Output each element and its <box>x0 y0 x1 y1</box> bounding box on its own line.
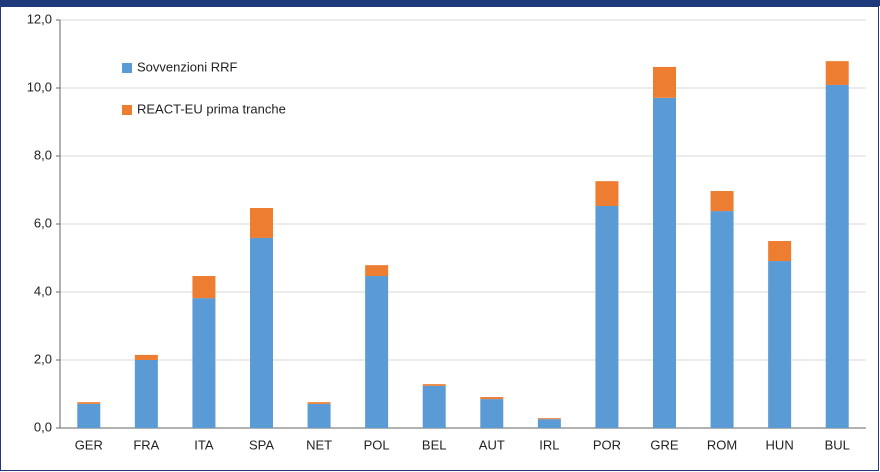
bar-segment <box>422 384 446 386</box>
bar-segment <box>307 402 331 404</box>
bar-segment <box>480 399 504 428</box>
header-strip <box>0 0 880 6</box>
legend-swatch <box>122 105 132 115</box>
bar-segment <box>768 241 792 262</box>
bar-segment <box>480 397 504 400</box>
bar-segment <box>250 208 273 238</box>
legend-label: Sovvenzioni RRF <box>137 59 237 74</box>
bar-segment <box>653 66 676 98</box>
x-tick-label: POR <box>593 437 621 452</box>
bar-segment <box>250 237 273 428</box>
bar-segment <box>134 360 158 428</box>
x-tick-label: HUN <box>766 437 794 452</box>
x-tick-label: SPA <box>249 437 274 452</box>
x-tick-label: NET <box>306 437 332 452</box>
y-tick-label: 6,0 <box>34 215 52 230</box>
y-tick-label: 2,0 <box>34 351 52 366</box>
y-tick-label: 8,0 <box>34 147 52 162</box>
x-tick-label: POL <box>364 437 390 452</box>
bar-segment <box>595 205 619 428</box>
x-tick-label: BUL <box>825 437 850 452</box>
bar-segment <box>77 402 101 404</box>
x-tick-label: BEL <box>422 437 447 452</box>
y-tick-label: 4,0 <box>34 283 52 298</box>
x-tick-label: GER <box>75 437 103 452</box>
bar-segment <box>537 419 561 428</box>
bar-segment <box>825 61 849 85</box>
chart-border <box>0 6 879 471</box>
y-tick-label: 10,0 <box>27 79 52 94</box>
legend-label: REACT-EU prima tranche <box>137 101 286 116</box>
y-tick-label: 12,0 <box>27 11 52 26</box>
bar-segment <box>77 403 101 428</box>
bar-segment <box>768 261 792 428</box>
x-tick-label: IRL <box>539 437 559 452</box>
x-tick-label: GRE <box>650 437 679 452</box>
x-tick-label: AUT <box>479 437 505 452</box>
bar-segment <box>192 276 216 299</box>
legend-swatch <box>122 63 132 73</box>
bar-segment <box>825 84 849 428</box>
x-tick-label: ITA <box>194 437 214 452</box>
bar-segment <box>653 97 676 429</box>
bar-segment <box>307 403 331 428</box>
bar-segment <box>422 385 446 428</box>
x-tick-label: ROM <box>707 437 737 452</box>
bar-segment <box>134 354 158 360</box>
bar-segment <box>192 298 216 428</box>
bar-segment <box>365 276 389 428</box>
bar-segment <box>710 211 734 428</box>
bar-segment <box>595 181 619 206</box>
bar-segment <box>537 418 561 420</box>
bar-segment <box>365 265 389 277</box>
y-tick-label: 0,0 <box>34 419 52 434</box>
x-tick-label: FRA <box>133 437 159 452</box>
bar-segment <box>710 191 734 212</box>
